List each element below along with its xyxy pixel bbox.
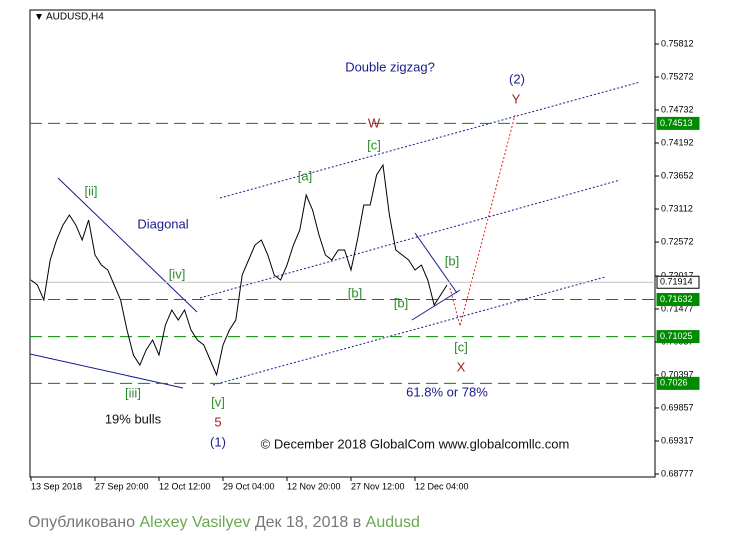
- annotation: 19% bulls: [105, 411, 162, 426]
- level-label-box: [656, 275, 700, 289]
- footer: Опубликовано Alexey Vasilyev Дек 18, 201…: [28, 514, 420, 532]
- level-label-box: [656, 292, 700, 306]
- wedge-line: [411, 289, 461, 321]
- x-tick-label: 12 Nov 20:00: [287, 481, 341, 491]
- level-label-box: [656, 330, 700, 344]
- annotation: 5: [214, 414, 221, 429]
- annotation: [b]: [348, 285, 362, 300]
- y-tick-label: 0.68777: [661, 468, 694, 478]
- annotation: Diagonal: [137, 216, 188, 231]
- diagonal-line: [57, 177, 198, 313]
- symbol-link[interactable]: Audusd: [365, 514, 420, 531]
- annotation: X: [457, 359, 466, 374]
- annotation: (2): [509, 71, 525, 86]
- channel-line: [199, 179, 621, 299]
- y-tick-label: 0.72572: [661, 236, 694, 246]
- level-label: 0.7026: [660, 378, 688, 388]
- x-tick-label: 29 Oct 04:00: [223, 481, 275, 491]
- y-tick-label: 0.73112: [661, 203, 693, 213]
- annotation: [iii]: [125, 385, 141, 400]
- y-tick-label: 0.70397: [661, 369, 694, 379]
- annotation: Double zigzag?: [345, 59, 435, 74]
- level-label: 0.71914: [660, 277, 693, 287]
- y-tick-label: 0.69857: [661, 402, 694, 412]
- y-tick-label: 0.74732: [661, 104, 694, 114]
- x-tick-label: 27 Nov 12:00: [351, 481, 405, 491]
- x-tick-label: 12 Dec 04:00: [415, 481, 469, 491]
- price-line: [30, 163, 448, 377]
- chart-title: AUDUSD,H4: [46, 12, 104, 23]
- y-tick-label: 0.73652: [661, 170, 694, 180]
- y-tick-label: 0.69317: [661, 435, 694, 445]
- y-tick-label: 0.71477: [661, 303, 694, 313]
- footer-prefix: Опубликовано: [28, 514, 136, 531]
- y-tick-label: 0.74192: [661, 137, 694, 147]
- annotation: [ii]: [85, 183, 98, 198]
- annotation: [c]: [367, 137, 381, 152]
- annotation: © December 2018 GlobalCom www.globalcoml…: [261, 436, 570, 451]
- level-label: 0.74513: [660, 118, 693, 128]
- y-tick-label: 0.75812: [661, 38, 694, 48]
- annotation: [iv]: [169, 266, 186, 281]
- author-link[interactable]: Alexey Vasilyev: [139, 514, 251, 531]
- footer-date: Дек 18, 2018 в: [254, 514, 362, 531]
- diagonal-line: [29, 353, 184, 389]
- annotation: Y: [512, 91, 521, 106]
- projection-line: [449, 114, 516, 328]
- level-label-box: [656, 116, 700, 130]
- annotation: 61.8% or 78%: [406, 384, 488, 399]
- annotation: [b]: [445, 253, 459, 268]
- trend-lines: [29, 81, 641, 389]
- annotation: [a]: [298, 168, 312, 183]
- channel-line: [219, 81, 641, 199]
- level-label: 0.71632: [660, 294, 693, 304]
- plot-frame: [29, 9, 656, 478]
- annotation: [c]: [454, 339, 468, 354]
- wedge-line: [414, 232, 458, 294]
- annotation: (1): [210, 434, 226, 449]
- annotations: Double zigzag? (2) Y W [c] [a] [ii] Diag…: [85, 59, 570, 451]
- x-tick-label: 12 Oct 12:00: [159, 481, 211, 491]
- y-tick-label: 0.72017: [661, 270, 694, 280]
- annotation: [b]: [394, 295, 408, 310]
- y-tick-label: 0.75272: [661, 71, 694, 81]
- x-tick-label: 13 Sep 2018: [31, 481, 82, 491]
- menu-arrow: [36, 14, 42, 20]
- level-label: 0.71025: [660, 331, 693, 341]
- level-label-box: [656, 376, 700, 390]
- annotation: [v]: [211, 394, 225, 409]
- chart: AUDUSD,H4 Double zigzag? (2) Y W [c] [a]…: [29, 9, 700, 491]
- x-tick-label: 27 Sep 20:00: [95, 481, 149, 491]
